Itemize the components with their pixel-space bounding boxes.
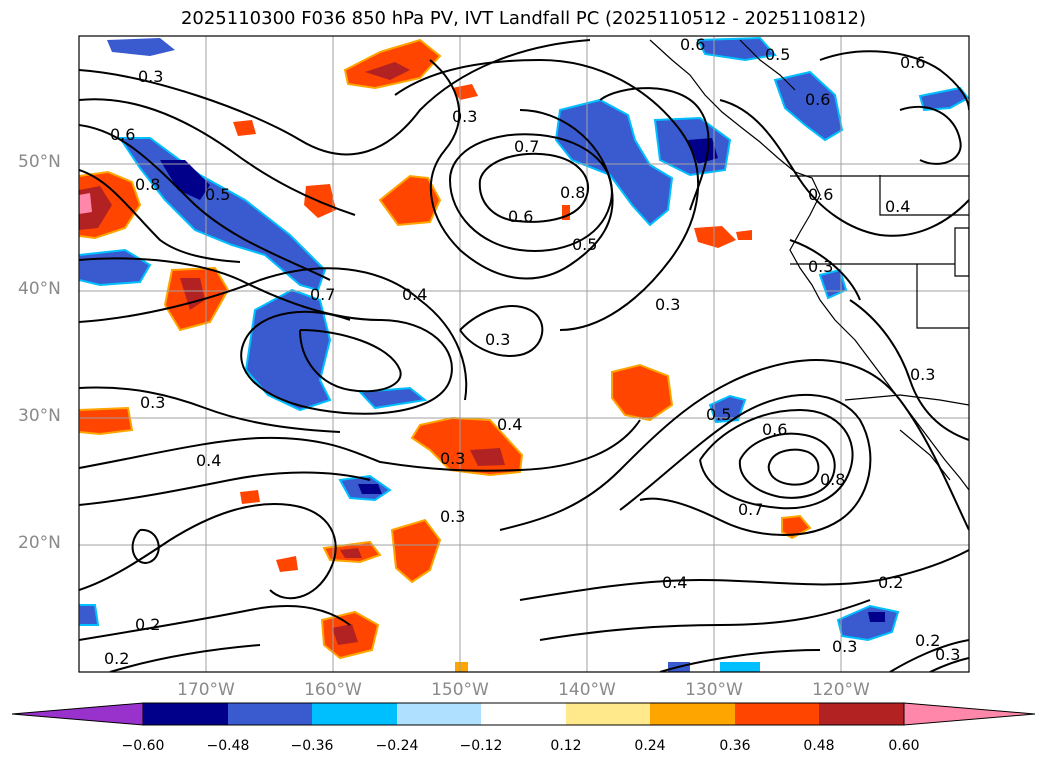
colorbar bbox=[11, 702, 1036, 726]
contour-label: 0.5 bbox=[765, 45, 790, 64]
contour-label: 0.4 bbox=[885, 197, 910, 216]
contour-labels: 0.6 0.5 0.6 0.3 0.6 0.6 0.3 0.7 0.8 0.6 … bbox=[104, 35, 960, 668]
contour-label: 0.2 bbox=[915, 631, 940, 650]
pv-contours bbox=[79, 39, 969, 672]
contour-label: 0.4 bbox=[497, 415, 522, 434]
gridlines bbox=[79, 36, 969, 672]
contour-label: 0.4 bbox=[196, 451, 221, 470]
map-frame bbox=[78, 35, 970, 673]
colorbar-bin bbox=[397, 703, 481, 725]
contour-label: 0.7 bbox=[738, 500, 763, 519]
map-title: 2025110300 F036 850 hPa PV, IVT Landfall… bbox=[180, 8, 867, 29]
contour-label: 0.8 bbox=[560, 183, 585, 202]
colorbar-bin bbox=[143, 703, 228, 725]
colorbar-tick: 0.60 bbox=[888, 738, 920, 754]
lon-tick-130w: 130°W bbox=[685, 680, 743, 700]
colorbar-bin bbox=[566, 703, 650, 725]
colorbar-tick: −0.12 bbox=[459, 738, 503, 754]
contour-label: 0.5 bbox=[572, 235, 597, 254]
lat-tick-50n: 50°N bbox=[18, 152, 61, 172]
contour-label: 0.3 bbox=[832, 637, 857, 656]
contour-label: 0.3 bbox=[808, 257, 833, 276]
colorbar-extend-left bbox=[11, 702, 144, 726]
contour-label: 0.4 bbox=[662, 573, 687, 592]
lat-tick-40n: 40°N bbox=[18, 279, 61, 299]
colorbar-tick: −0.24 bbox=[375, 738, 419, 754]
colorbar-tick: 0.36 bbox=[719, 738, 751, 754]
contour-label: 0.7 bbox=[310, 285, 335, 304]
colorbar-tick: −0.60 bbox=[121, 738, 165, 754]
contour-label: 0.7 bbox=[514, 137, 539, 156]
contour-label: 0.6 bbox=[762, 420, 787, 439]
contour-label: 0.6 bbox=[110, 125, 135, 144]
colorbar-tick: 0.48 bbox=[803, 738, 835, 754]
contour-label: 0.2 bbox=[135, 615, 160, 634]
contour-label: 0.6 bbox=[508, 207, 533, 226]
colorbar-tick: 0.24 bbox=[634, 738, 666, 754]
contour-label: 0.6 bbox=[805, 90, 830, 109]
contour-label: 0.2 bbox=[878, 573, 903, 592]
contour-label: 0.6 bbox=[808, 185, 833, 204]
contour-label: 0.3 bbox=[452, 107, 477, 126]
colorbar-bin bbox=[735, 703, 819, 725]
colorbar-frame bbox=[142, 702, 905, 726]
contour-label: 0.3 bbox=[440, 449, 465, 468]
contour-label: 0.3 bbox=[140, 393, 165, 412]
colorbar-tick: −0.36 bbox=[290, 738, 334, 754]
colorbar-tick: −0.48 bbox=[206, 738, 250, 754]
contour-label: 0.6 bbox=[900, 53, 925, 72]
colorbar-bin bbox=[481, 703, 566, 725]
colorbar-bin bbox=[312, 703, 397, 725]
colorbar-bin bbox=[819, 703, 904, 725]
colorbar-bin bbox=[650, 703, 735, 725]
contour-label: 0.5 bbox=[706, 405, 731, 424]
contour-label: 0.4 bbox=[402, 285, 427, 304]
contour-label: 0.5 bbox=[205, 185, 230, 204]
contour-label: 0.8 bbox=[820, 470, 845, 489]
contour-label: 0.3 bbox=[910, 365, 935, 384]
lat-tick-30n: 30°N bbox=[18, 406, 61, 426]
contour-label: 0.3 bbox=[440, 507, 465, 526]
colorbar-tick: 0.12 bbox=[550, 738, 582, 754]
contour-label: 0.3 bbox=[935, 645, 960, 664]
lon-tick-150w: 150°W bbox=[431, 680, 489, 700]
lon-tick-160w: 160°W bbox=[304, 680, 362, 700]
lon-tick-140w: 140°W bbox=[558, 680, 616, 700]
contour-label: 0.3 bbox=[138, 67, 163, 86]
lat-tick-20n: 20°N bbox=[18, 533, 61, 553]
contour-label: 0.8 bbox=[135, 175, 160, 194]
colorbar-extend-right bbox=[903, 702, 1036, 726]
contour-label: 0.2 bbox=[104, 649, 129, 668]
lon-tick-120w: 120°W bbox=[812, 680, 870, 700]
contour-label: 0.6 bbox=[680, 35, 705, 54]
contour-label: 0.3 bbox=[655, 295, 680, 314]
contour-label: 0.3 bbox=[485, 330, 510, 349]
lon-tick-170w: 170°W bbox=[177, 680, 235, 700]
colorbar-bin bbox=[228, 703, 312, 725]
